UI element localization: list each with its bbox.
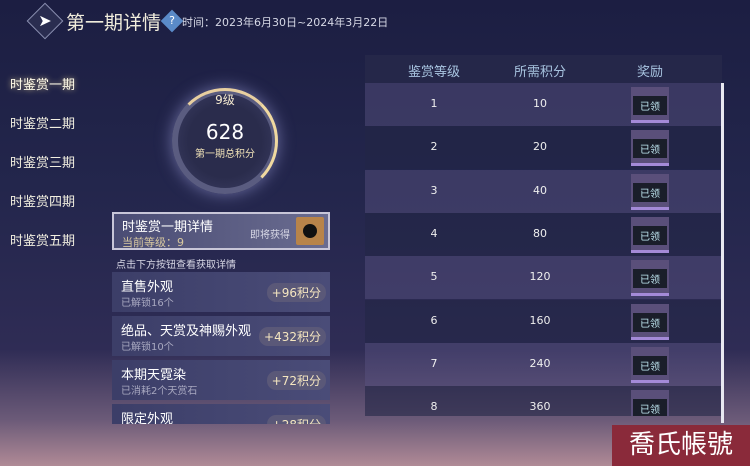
row-points: 40 — [533, 183, 547, 197]
source-item[interactable]: 本期天霓染已消耗2个天赏石 +72积分 — [112, 360, 330, 400]
row-level: 8 — [430, 400, 438, 414]
time-range: 时间：2023年6月30日~2024年3月22日 — [182, 16, 389, 29]
source-title: 绝品、天赏及神赐外观 — [121, 324, 252, 339]
source-points: +432积分 — [259, 327, 326, 346]
table-header: 鉴赏等级 所需积分 奖励 — [365, 55, 722, 83]
row-level: 5 — [430, 270, 438, 284]
back-arrow-icon: ➤ — [38, 11, 52, 30]
table-row: 3 40 已领 — [365, 169, 722, 213]
row-level: 6 — [430, 313, 438, 327]
reward-status: 已领 — [633, 312, 667, 332]
table-row: 5 120 已领 — [365, 256, 722, 300]
reward-status: 已领 — [633, 96, 667, 115]
table-row: 8 360 已领 — [365, 386, 722, 417]
page-title: 第一期详情 — [66, 12, 162, 34]
row-level: 7 — [430, 356, 438, 370]
source-title: 本期天霓染 — [121, 368, 187, 383]
table-row: 2 20 已领 — [365, 126, 722, 170]
row-points: 160 — [529, 313, 551, 327]
source-sub: 已解锁10个 — [121, 342, 174, 353]
source-item[interactable]: 限定外观 +28积分 — [112, 404, 330, 424]
reward-claimed-button[interactable]: 已领 — [631, 260, 669, 297]
header-level: 鉴赏等级 — [407, 65, 461, 80]
watermark: 喬氏帳號 — [612, 425, 750, 466]
hint-text: 点击下方按钮查看获取详情 — [116, 260, 236, 271]
row-level: 3 — [430, 183, 438, 197]
reward-claimed-button[interactable]: 已领 — [631, 303, 669, 340]
reward-claimed-button[interactable]: 已领 — [631, 346, 669, 383]
upcoming-label: 即将获得 — [250, 230, 290, 241]
row-points: 240 — [529, 356, 551, 370]
table-row: 1 10 已领 — [365, 83, 722, 126]
source-title: 限定外观 — [121, 412, 174, 424]
score-progress-arc — [172, 88, 278, 194]
row-points: 120 — [529, 270, 551, 284]
back-button[interactable]: ➤ — [26, 2, 64, 40]
reward-status: 已领 — [633, 399, 667, 417]
reward-claimed-button[interactable]: 已领 — [631, 173, 669, 210]
source-points: +96积分 — [266, 283, 326, 302]
row-level: 2 — [430, 140, 438, 154]
row-level: 4 — [430, 226, 438, 240]
level-label: 9级 — [215, 93, 235, 107]
reward-claimed-button[interactable]: 已领 — [631, 130, 669, 167]
row-points: 10 — [533, 97, 547, 110]
reward-status: 已领 — [633, 355, 667, 375]
reward-status: 已领 — [633, 139, 667, 159]
header-reward: 奖励 — [636, 65, 664, 80]
total-score-label: 第一期总积分 — [195, 149, 255, 160]
table-row: 7 240 已领 — [365, 342, 722, 386]
source-item[interactable]: 直售外观已解锁16个 +96积分 — [112, 272, 330, 312]
nav-item-period-3[interactable]: 时鉴赏三期 — [10, 156, 76, 171]
source-title: 直售外观 — [121, 280, 174, 295]
header-points: 所需积分 — [513, 65, 567, 80]
table-row: 4 80 已领 — [365, 212, 722, 256]
row-level: 1 — [430, 97, 438, 110]
reward-item-icon[interactable] — [296, 217, 324, 245]
card-level: 当前等级：9 — [122, 236, 184, 249]
row-points: 80 — [533, 226, 547, 240]
source-points: +72积分 — [266, 371, 326, 390]
nav-item-period-1[interactable]: 时鉴赏一期 — [10, 78, 76, 93]
source-points: +28积分 — [266, 415, 326, 424]
row-points: 360 — [529, 400, 551, 414]
scrollbar[interactable] — [721, 83, 724, 423]
reward-claimed-button[interactable]: 已领 — [631, 216, 669, 253]
reward-claimed-button[interactable]: 已领 — [631, 87, 669, 123]
source-item[interactable]: 绝品、天赏及神赐外观已解锁10个 +432积分 — [112, 316, 330, 356]
reward-status: 已领 — [633, 182, 667, 202]
question-diamond-icon[interactable]: ? — [160, 9, 184, 33]
period-detail-card[interactable]: 时鉴赏一期详情 当前等级：9 即将获得 — [112, 212, 330, 250]
source-sub: 已解锁16个 — [121, 298, 174, 309]
nav-item-period-5[interactable]: 时鉴赏五期 — [10, 234, 76, 249]
row-points: 20 — [533, 140, 547, 154]
table-row: 6 160 已领 — [365, 299, 722, 343]
reward-status: 已领 — [633, 269, 667, 289]
reward-status: 已领 — [633, 225, 667, 245]
nav-item-period-2[interactable]: 时鉴赏二期 — [10, 117, 76, 132]
reward-claimed-button[interactable]: 已领 — [631, 390, 669, 417]
source-sub: 已消耗2个天赏石 — [121, 386, 198, 397]
nav-item-period-4[interactable]: 时鉴赏四期 — [10, 195, 76, 210]
total-score: 628 — [205, 120, 245, 144]
card-title: 时鉴赏一期详情 — [122, 220, 214, 235]
